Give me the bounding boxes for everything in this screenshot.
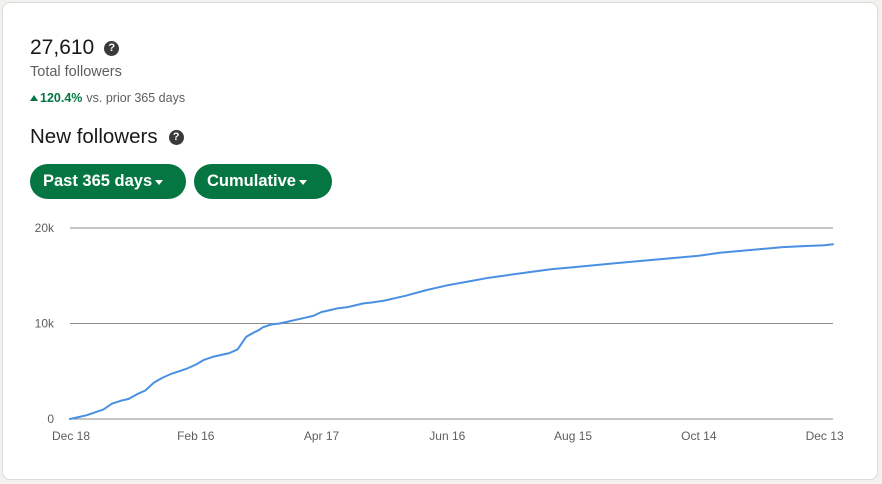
question-circle-icon[interactable]: ?	[104, 40, 120, 56]
section-title: New followers	[30, 125, 158, 148]
chart-gridlines	[70, 227, 833, 420]
x-tick-label: Dec 18	[52, 429, 90, 443]
chart-mode-label: Cumulative	[207, 172, 296, 190]
y-tick-label: 20k	[35, 221, 55, 235]
y-tick-label: 10k	[35, 317, 55, 331]
follower-change-row: 120.4% vs. prior 365 days	[30, 91, 185, 105]
total-followers-label: Total followers	[30, 64, 122, 80]
chart-series	[69, 243, 834, 420]
time-range-dropdown[interactable]: Past 365 days	[30, 164, 186, 199]
change-percent: 120.4%	[40, 91, 83, 105]
y-tick-label: 0	[47, 412, 54, 426]
caret-down-icon	[155, 179, 164, 185]
chart-x-axis-labels: Dec 18 Feb 16 Apr 17 Jun 16 Aug 15 Oct 14 Dec …	[52, 429, 844, 443]
time-range-label: Past 365 days	[43, 172, 153, 190]
total-followers-value: 27,610	[30, 36, 95, 59]
total-followers-row: 27,610 ?	[30, 35, 120, 61]
question-circle-icon[interactable]: ?	[168, 129, 184, 145]
new-followers-header: New followers ?	[30, 124, 184, 150]
arrow-up-icon	[30, 95, 38, 101]
followers-line-chart: 0 10k 20k Dec 18 Feb 16 Apr 17 Jun 16 Aug 15 Oc…	[35, 221, 844, 443]
change-comparison-text: vs. prior 365 days	[86, 91, 186, 105]
x-tick-label: Oct 14	[681, 429, 717, 443]
x-tick-label: Apr 17	[304, 429, 340, 443]
series-line-0[interactable]	[69, 243, 834, 420]
caret-down-icon	[298, 179, 307, 185]
x-tick-label: Jun 16	[429, 429, 465, 443]
chart-mode-dropdown[interactable]: Cumulative	[194, 164, 332, 199]
x-tick-label: Dec 13	[806, 429, 844, 443]
x-tick-label: Feb 16	[177, 429, 215, 443]
x-tick-label: Aug 15	[554, 429, 592, 443]
chart-y-axis-labels: 0 10k 20k	[35, 221, 55, 426]
